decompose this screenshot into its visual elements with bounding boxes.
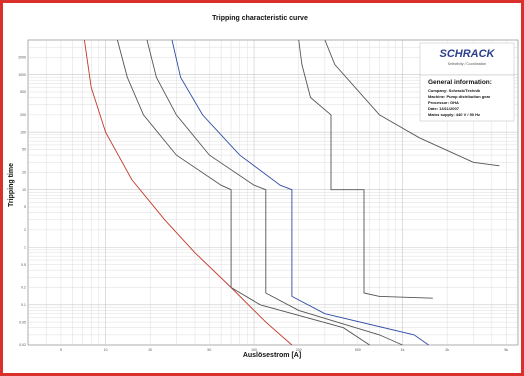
x-tick-label: 500 bbox=[355, 348, 361, 352]
y-tick-label: 0.5 bbox=[21, 263, 26, 267]
y-tick-label: 0.2 bbox=[21, 286, 26, 290]
logo-brand: SCHRACK bbox=[440, 48, 496, 60]
y-tick-label: 2000 bbox=[18, 56, 26, 60]
y-tick-label: 10 bbox=[22, 188, 26, 192]
x-tick-label: 1k bbox=[401, 348, 405, 352]
series-line-3 bbox=[146, 39, 403, 346]
x-tick-label: 5k bbox=[504, 348, 508, 352]
x-axis-label: Auslösestrom [A] bbox=[243, 352, 301, 359]
info-processor: Processor: GHA bbox=[428, 100, 459, 105]
y-tick-label: 100 bbox=[20, 130, 26, 134]
x-tick-label: 100 bbox=[251, 348, 257, 352]
series-line-4 bbox=[171, 39, 429, 346]
y-tick-label: 1000 bbox=[18, 73, 26, 77]
info-mains: Mains supply: 440 V / 50 Hz bbox=[428, 112, 480, 117]
y-tick-label: 5 bbox=[24, 205, 26, 209]
y-tick-label: 0.05 bbox=[19, 320, 26, 324]
info-company: Company: Schrack/Technik bbox=[428, 88, 481, 93]
chart-title: Tripping characteristic curve bbox=[212, 15, 308, 22]
y-tick-label: 2 bbox=[24, 228, 26, 232]
y-tick-label: 0.02 bbox=[19, 343, 26, 347]
info-machine: Machine: Pump distribution gear bbox=[428, 94, 491, 99]
info-heading: General information: bbox=[428, 79, 492, 86]
logo-box: SCHRACK Selectivity / Coordination bbox=[419, 42, 515, 76]
x-tick-label: 50 bbox=[207, 348, 211, 352]
x-tick-label: 10 bbox=[104, 348, 108, 352]
series-line-5 bbox=[298, 39, 433, 299]
x-tick-label: 2k bbox=[445, 348, 449, 352]
logo-subtitle: Selectivity / Coordination bbox=[448, 62, 487, 66]
x-tick-labels: 5 10 20 50 100 200 500 1k 2k 5k bbox=[60, 348, 508, 352]
series-line-1 bbox=[83, 39, 293, 346]
y-tick-label: 0.1 bbox=[21, 303, 26, 307]
y-tick-label: 200 bbox=[20, 113, 26, 117]
series-line-2 bbox=[116, 39, 370, 346]
x-tick-label: 200 bbox=[296, 348, 302, 352]
y-tick-labels: 0.02 0.05 0.1 0.2 0.5 1 2 5 10 20 50 100 200 500 1000 2… bbox=[18, 56, 26, 348]
y-tick-label: 500 bbox=[20, 90, 26, 94]
x-tick-label: 20 bbox=[148, 348, 152, 352]
series-group bbox=[83, 39, 500, 346]
y-tick-label: 50 bbox=[22, 148, 26, 152]
y-tick-label: 1 bbox=[24, 245, 26, 249]
info-date: Date: 13/11/2007 bbox=[428, 106, 460, 111]
y-tick-label: 20 bbox=[22, 171, 26, 175]
series-line-6 bbox=[324, 39, 500, 167]
info-panel: General information: Company: Schrack/Te… bbox=[419, 74, 515, 122]
x-tick-label: 5 bbox=[60, 348, 62, 352]
y-axis-label: Tripping time bbox=[8, 163, 15, 207]
